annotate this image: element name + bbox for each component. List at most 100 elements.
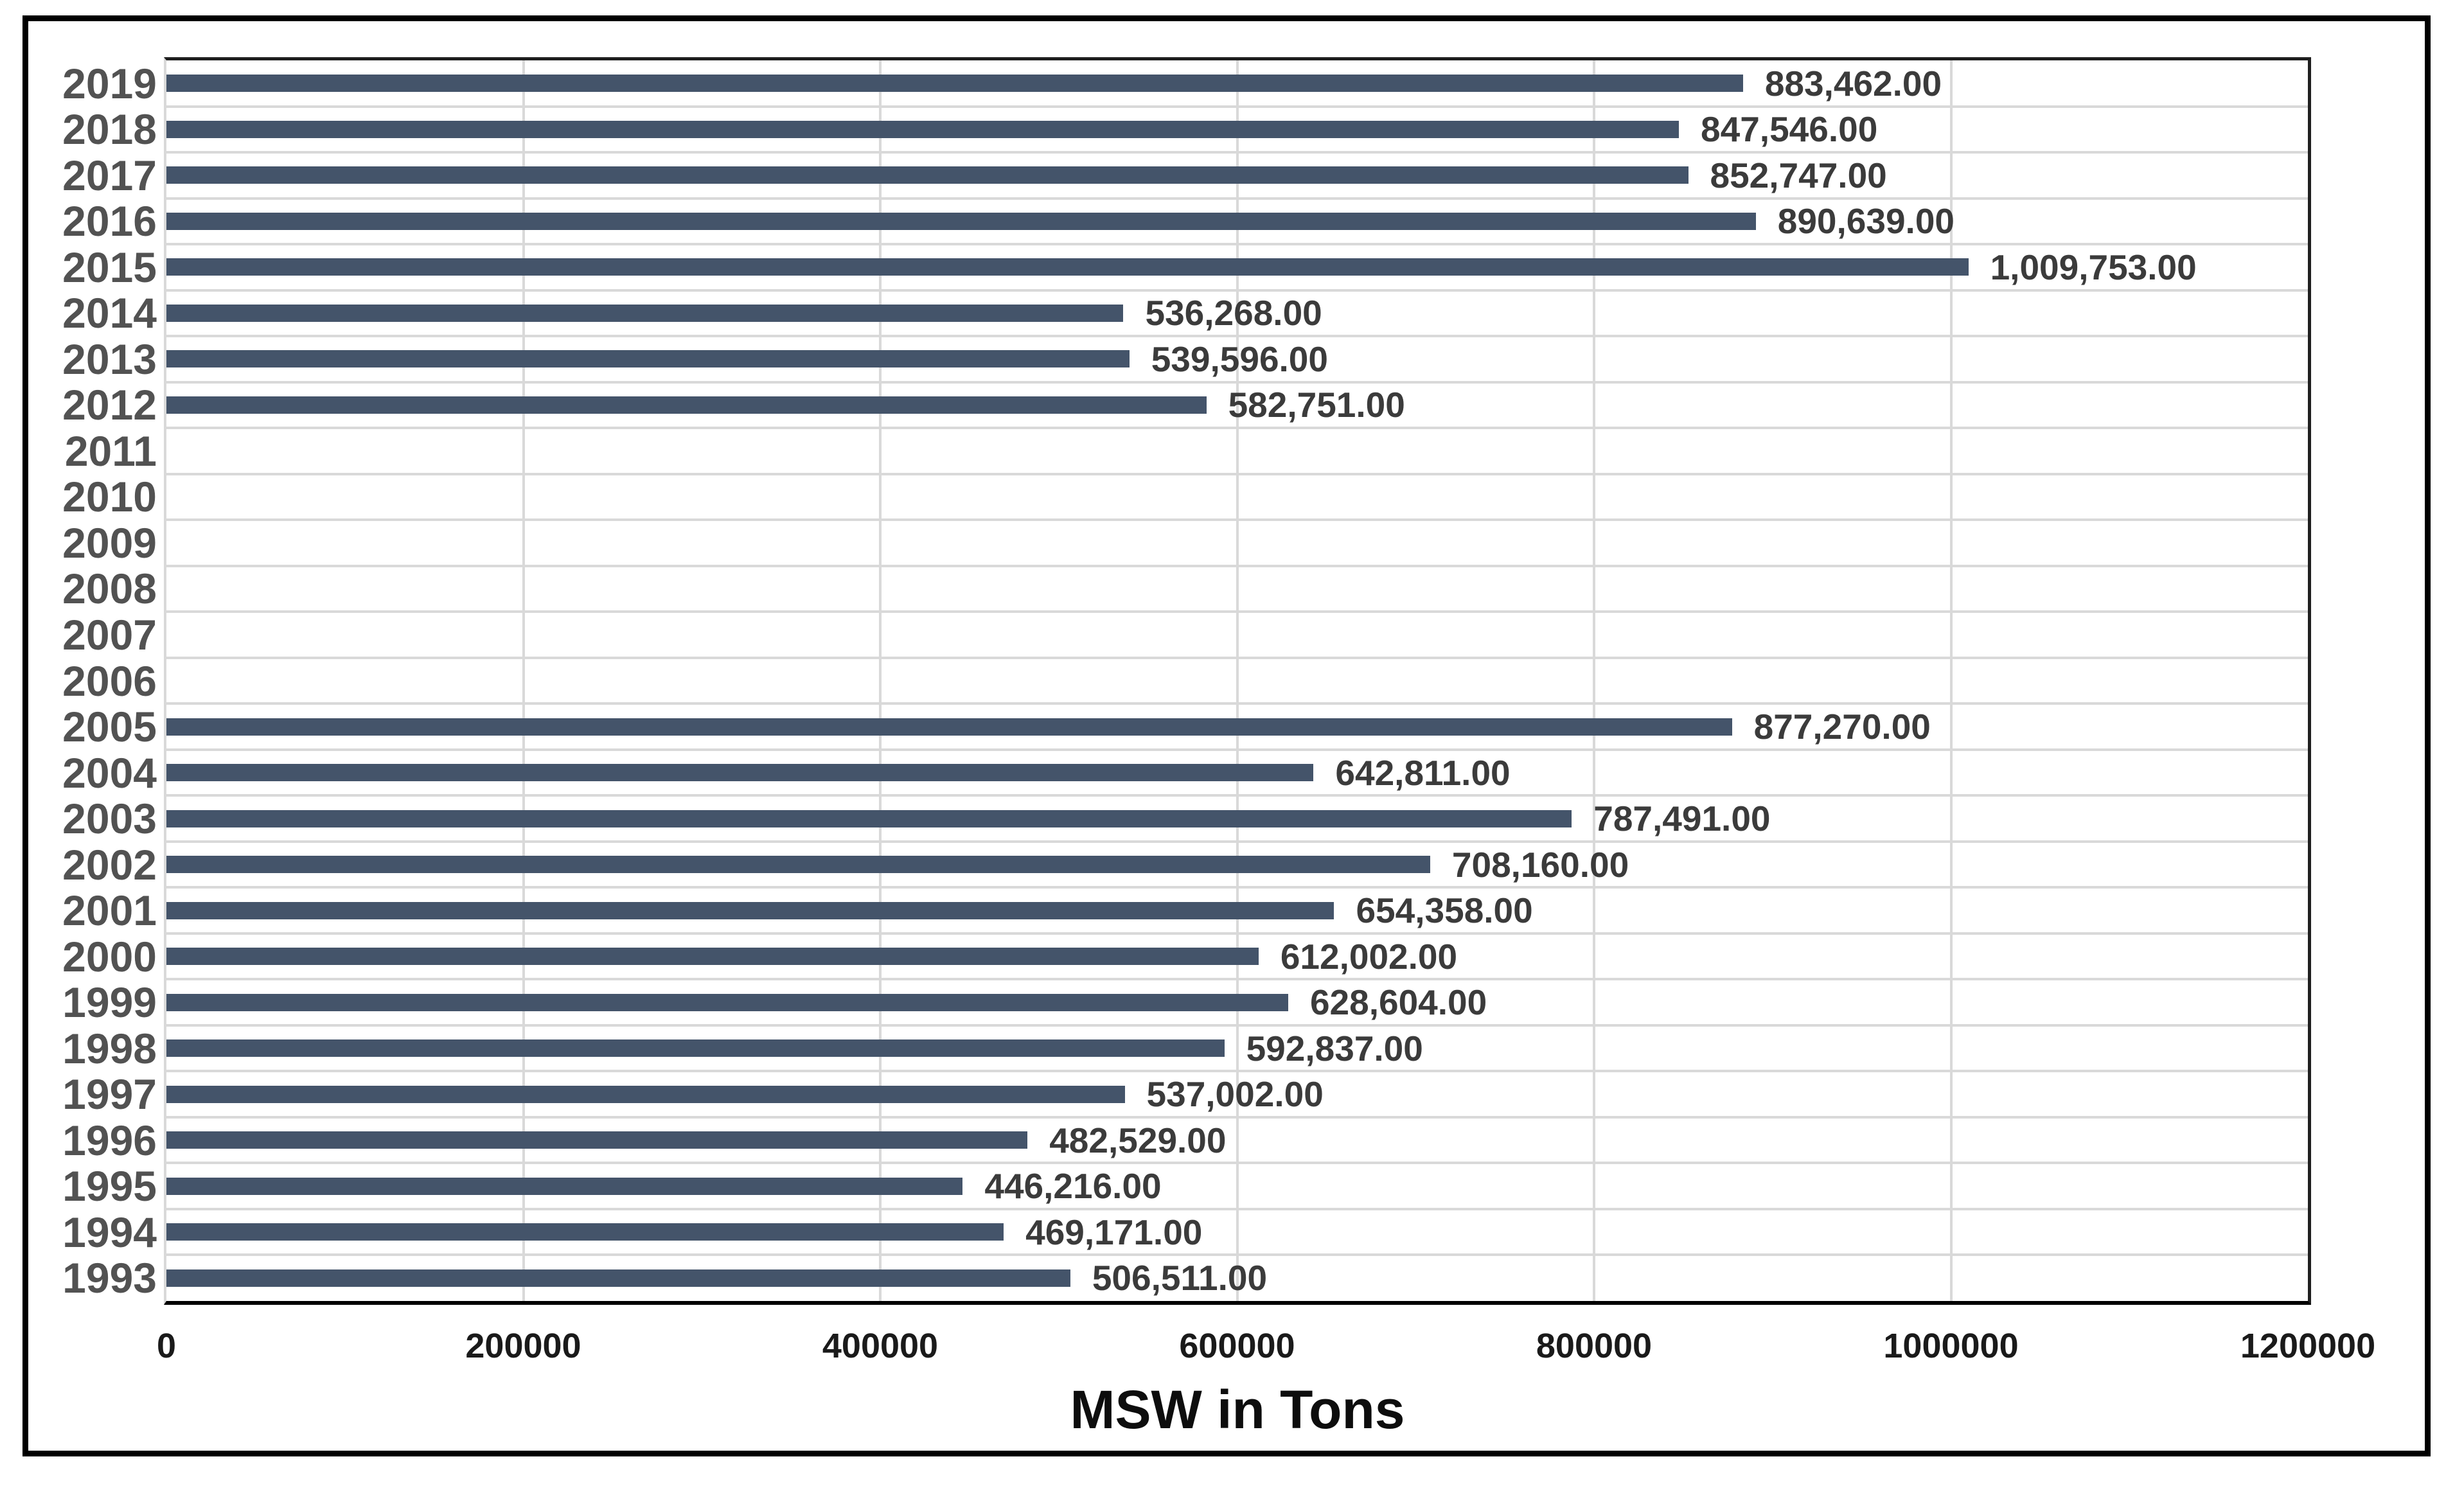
horizontal-gridline bbox=[166, 1207, 2308, 1210]
x-tick-label: 800000 bbox=[1536, 1327, 1653, 1365]
bar-1997 bbox=[166, 1085, 1125, 1103]
horizontal-gridline bbox=[166, 151, 2308, 154]
category-label-2016: 2016 bbox=[62, 197, 157, 245]
bar-value-label: 883,462.00 bbox=[1764, 63, 1942, 103]
category-label-1993: 1993 bbox=[62, 1254, 157, 1302]
horizontal-gridline bbox=[166, 380, 2308, 384]
x-tick-label: 400000 bbox=[822, 1327, 939, 1365]
category-label-1995: 1995 bbox=[62, 1162, 157, 1210]
horizontal-gridline bbox=[166, 427, 2308, 430]
bar-2005 bbox=[166, 718, 1732, 736]
horizontal-gridline bbox=[166, 748, 2308, 751]
category-label-2001: 2001 bbox=[62, 887, 157, 935]
bar-2019 bbox=[166, 75, 1743, 93]
horizontal-gridline bbox=[166, 564, 2308, 567]
horizontal-gridline bbox=[166, 702, 2308, 705]
bar-2004 bbox=[166, 764, 1314, 782]
horizontal-gridline bbox=[166, 1115, 2308, 1119]
bar-value-label: 890,639.00 bbox=[1777, 201, 1955, 242]
bar-2002 bbox=[166, 856, 1430, 874]
bar-1999 bbox=[166, 993, 1288, 1011]
bar-1994 bbox=[166, 1223, 1004, 1241]
horizontal-gridline bbox=[166, 518, 2308, 522]
category-label-2010: 2010 bbox=[62, 473, 157, 521]
bar-2018 bbox=[166, 120, 1680, 138]
horizontal-gridline bbox=[166, 105, 2308, 108]
bar-value-label: 537,002.00 bbox=[1146, 1074, 1324, 1115]
x-tick-label: 200000 bbox=[465, 1327, 581, 1365]
category-label-2014: 2014 bbox=[62, 289, 157, 337]
category-label-1994: 1994 bbox=[62, 1208, 157, 1256]
vertical-gridline bbox=[879, 60, 882, 1301]
horizontal-gridline bbox=[166, 978, 2308, 981]
bar-value-label: 469,171.00 bbox=[1025, 1212, 1203, 1252]
horizontal-gridline bbox=[166, 243, 2308, 246]
category-label-2013: 2013 bbox=[62, 335, 157, 383]
bar-value-label: 877,270.00 bbox=[1753, 707, 1931, 747]
bar-value-label: 847,546.00 bbox=[1701, 109, 1878, 150]
category-label-2006: 2006 bbox=[62, 657, 157, 705]
bar-value-label: 628,604.00 bbox=[1309, 982, 1487, 1023]
category-label-1998: 1998 bbox=[62, 1024, 157, 1072]
vertical-gridline bbox=[1236, 60, 1239, 1301]
bar-1996 bbox=[166, 1131, 1028, 1149]
horizontal-gridline bbox=[166, 1253, 2308, 1257]
horizontal-gridline bbox=[166, 610, 2308, 614]
bar-value-label: 506,511.00 bbox=[1092, 1258, 1268, 1298]
bar-2014 bbox=[166, 304, 1124, 322]
category-label-2012: 2012 bbox=[62, 381, 157, 429]
plot-area: 883,462.00 847,546.00 852,747.00 890,639.00… bbox=[164, 57, 2311, 1305]
bar-1995 bbox=[166, 1177, 963, 1195]
category-label-2003: 2003 bbox=[62, 795, 157, 843]
category-label-2019: 2019 bbox=[62, 59, 157, 107]
horizontal-gridline bbox=[166, 1070, 2308, 1073]
bar-1993 bbox=[166, 1269, 1070, 1287]
horizontal-gridline bbox=[166, 886, 2308, 889]
horizontal-gridline bbox=[166, 794, 2308, 797]
category-label-1999: 1999 bbox=[62, 978, 157, 1027]
horizontal-gridline bbox=[166, 656, 2308, 659]
horizontal-gridline bbox=[166, 1162, 2308, 1165]
vertical-gridline bbox=[522, 60, 525, 1301]
category-label-2004: 2004 bbox=[62, 748, 157, 797]
bar-2003 bbox=[166, 809, 1572, 827]
category-label-2011: 2011 bbox=[64, 427, 157, 475]
bar-value-label: 787,491.00 bbox=[1593, 799, 1771, 839]
horizontal-gridline bbox=[166, 840, 2308, 843]
bar-value-label: 708,160.00 bbox=[1451, 844, 1629, 885]
bar-value-label: 642,811.00 bbox=[1335, 752, 1511, 793]
category-label-2005: 2005 bbox=[62, 703, 157, 751]
bar-2015 bbox=[166, 258, 1969, 276]
bar-2012 bbox=[166, 396, 1207, 414]
bar-value-label: 482,529.00 bbox=[1049, 1120, 1227, 1160]
bar-value-label: 582,751.00 bbox=[1228, 385, 1405, 425]
bar-2016 bbox=[166, 212, 1756, 230]
bar-value-label: 1,009,753.00 bbox=[1990, 247, 2197, 287]
category-label-2000: 2000 bbox=[62, 932, 157, 980]
category-label-2008: 2008 bbox=[62, 565, 157, 613]
bar-value-label: 536,268.00 bbox=[1145, 293, 1322, 333]
horizontal-gridline bbox=[166, 472, 2308, 475]
bar-value-label: 446,216.00 bbox=[984, 1166, 1162, 1207]
x-tick-label: 1200000 bbox=[2240, 1327, 2376, 1365]
horizontal-gridline bbox=[166, 932, 2308, 935]
bar-value-label: 612,002.00 bbox=[1280, 936, 1458, 977]
bar-1998 bbox=[166, 1039, 1225, 1057]
category-label-2009: 2009 bbox=[62, 518, 157, 567]
bar-value-label: 539,596.00 bbox=[1151, 339, 1328, 379]
category-label-1997: 1997 bbox=[62, 1070, 157, 1119]
horizontal-gridline bbox=[166, 288, 2308, 292]
vertical-gridline bbox=[1593, 60, 1595, 1301]
vertical-gridline bbox=[1949, 60, 1953, 1301]
category-label-2017: 2017 bbox=[62, 151, 157, 199]
bar-value-label: 654,358.00 bbox=[1356, 890, 1533, 931]
horizontal-gridline bbox=[166, 1023, 2308, 1027]
bar-2001 bbox=[166, 901, 1334, 919]
x-tick-label: 0 bbox=[156, 1327, 177, 1365]
bar-2000 bbox=[166, 948, 1259, 966]
horizontal-gridline bbox=[166, 335, 2308, 338]
x-tick-label: 1000000 bbox=[1883, 1327, 2019, 1365]
horizontal-gridline bbox=[166, 197, 2308, 200]
category-label-2002: 2002 bbox=[62, 840, 157, 889]
